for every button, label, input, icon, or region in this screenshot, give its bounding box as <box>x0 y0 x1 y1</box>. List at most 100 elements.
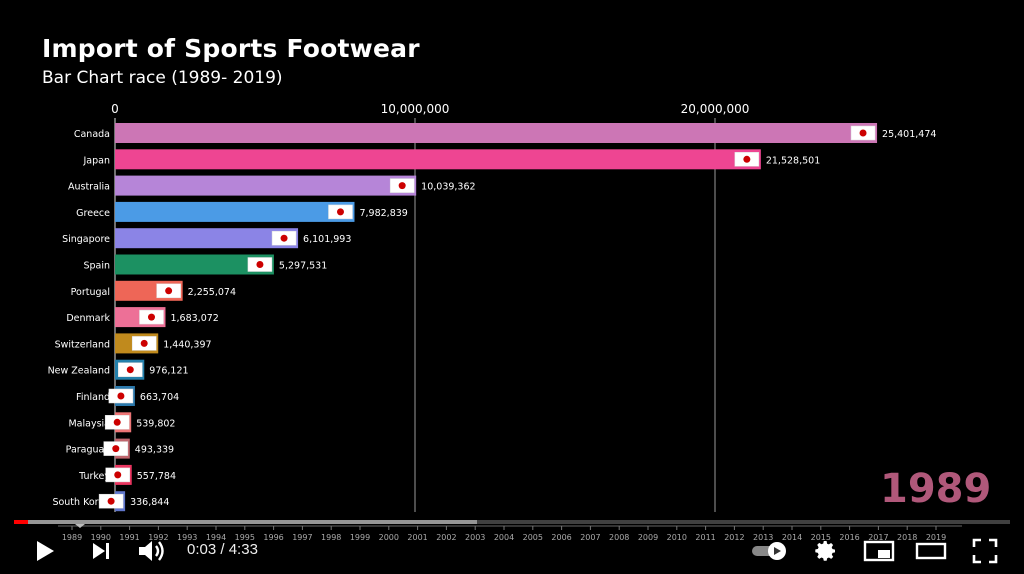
timeline-year-label: 2006 <box>551 533 571 542</box>
value-label: 5,297,531 <box>279 261 327 272</box>
canada-flag-icon <box>850 125 876 141</box>
category-label: Singapore <box>62 234 110 245</box>
value-label: 663,704 <box>140 392 179 403</box>
timeline-year-label: 1994 <box>206 533 226 542</box>
timeline-year-label: 2015 <box>811 533 831 542</box>
x-tick-label: 20,000,000 <box>681 102 750 116</box>
value-label: 1,683,072 <box>170 313 218 324</box>
new-zealand-flag-icon <box>118 362 143 377</box>
timeline-year-label: 1995 <box>235 533 255 542</box>
play-icon <box>37 541 54 561</box>
category-label: Malaysia <box>68 418 110 429</box>
bar <box>115 123 878 143</box>
portugal-flag-icon <box>156 283 181 299</box>
timeline-year-label: 2009 <box>638 533 658 542</box>
bar <box>115 254 274 275</box>
flag-emblem <box>165 287 173 295</box>
greece-flag-icon <box>328 204 353 220</box>
progress-played <box>14 520 28 524</box>
flag-emblem <box>112 445 120 453</box>
australia-flag-icon <box>389 178 415 193</box>
miniplayer-button[interactable] <box>862 536 896 566</box>
chart-title: Import of Sports Footwear <box>42 34 420 63</box>
paraguay-flag-icon <box>103 441 129 456</box>
category-label: Paraguay <box>66 445 111 456</box>
flag-emblem <box>126 366 134 374</box>
autoplay-toggle[interactable] <box>750 536 790 566</box>
chart-subtitle: Bar Chart race (1989- 2019) <box>42 68 283 88</box>
category-label: South Korea <box>52 497 110 508</box>
value-label: 7,982,839 <box>359 208 407 219</box>
denmark-flag-icon <box>139 309 164 325</box>
value-label: 493,339 <box>135 445 174 456</box>
current-year-label: 1989 <box>880 466 992 512</box>
timeline-year-label: 2017 <box>868 533 888 542</box>
bar <box>115 228 299 249</box>
timeline-year-label: 1991 <box>119 533 139 542</box>
time-total: 4:33 <box>228 541 258 558</box>
singapore-flag-icon <box>271 230 297 246</box>
timeline-year-label: 1996 <box>263 533 283 542</box>
timeline-marker <box>75 524 85 528</box>
x-tick-label: 10,000,000 <box>381 102 450 116</box>
time-separator: / <box>216 541 229 558</box>
timeline-year-label: 2018 <box>897 533 917 542</box>
category-label: Turkey <box>78 471 110 482</box>
flag-emblem <box>117 392 125 400</box>
time-display: 0:03 / 4:33 <box>187 541 258 558</box>
japan-flag-icon <box>734 152 760 167</box>
flag-emblem <box>147 313 155 321</box>
timeline-year-label: 2004 <box>494 533 514 542</box>
timeline-year-label: 1992 <box>148 533 168 542</box>
value-label: 6,101,993 <box>303 234 351 245</box>
timeline-year-label: 2003 <box>465 533 485 542</box>
theater-mode-button[interactable] <box>914 536 948 566</box>
timeline-year-label: 2002 <box>436 533 456 542</box>
value-label: 1,440,397 <box>163 339 211 350</box>
flag-emblem <box>743 155 751 163</box>
bar-chart: 0 10,000,000 20,000,000 Canada 25,401,474 Jap… <box>48 102 936 512</box>
timeline-year-label: 1999 <box>350 533 370 542</box>
flag-emblem <box>859 129 867 137</box>
flag-emblem <box>398 182 406 190</box>
timeline-year-label: 2007 <box>580 533 600 542</box>
timeline-year-label: 2016 <box>839 533 859 542</box>
switzerland-flag-icon <box>131 336 157 351</box>
progress-bar[interactable] <box>14 520 1010 524</box>
bar <box>115 201 355 222</box>
value-label: 539,802 <box>136 418 175 429</box>
south-korea-flag-icon <box>98 493 124 509</box>
flag-emblem <box>114 471 122 479</box>
category-label: Denmark <box>66 313 110 324</box>
volume-button[interactable] <box>136 536 168 566</box>
turkey-flag-icon <box>105 467 130 483</box>
timeline-year-label: 1993 <box>177 533 197 542</box>
miniplayer-icon <box>863 540 895 562</box>
value-label: 976,121 <box>149 366 188 377</box>
flag-emblem <box>140 339 148 347</box>
timeline-year-label: 2013 <box>753 533 773 542</box>
timeline-year-label: 2000 <box>379 533 399 542</box>
timeline-year-label: 2008 <box>609 533 629 542</box>
timeline-year-label: 1998 <box>321 533 341 542</box>
value-label: 25,401,474 <box>882 129 936 140</box>
timeline-year-label: 2001 <box>407 533 427 542</box>
category-label: New Zealand <box>48 366 110 377</box>
value-label: 336,844 <box>130 497 169 508</box>
timeline-year-label: 1997 <box>292 533 312 542</box>
category-label: Canada <box>74 129 110 140</box>
timeline-year-label: 2005 <box>523 533 543 542</box>
category-label: Finland <box>76 392 110 403</box>
play-button[interactable] <box>30 536 60 566</box>
flag-emblem <box>280 234 288 242</box>
next-button[interactable] <box>88 536 114 566</box>
bar <box>115 175 417 196</box>
flag-emblem <box>107 497 115 505</box>
fullscreen-button[interactable] <box>970 536 1000 566</box>
value-label: 10,039,362 <box>421 182 475 193</box>
theater-mode-icon <box>915 542 947 560</box>
settings-button[interactable] <box>812 536 840 566</box>
x-tick-label: 0 <box>111 102 119 116</box>
next-icon <box>93 543 109 559</box>
